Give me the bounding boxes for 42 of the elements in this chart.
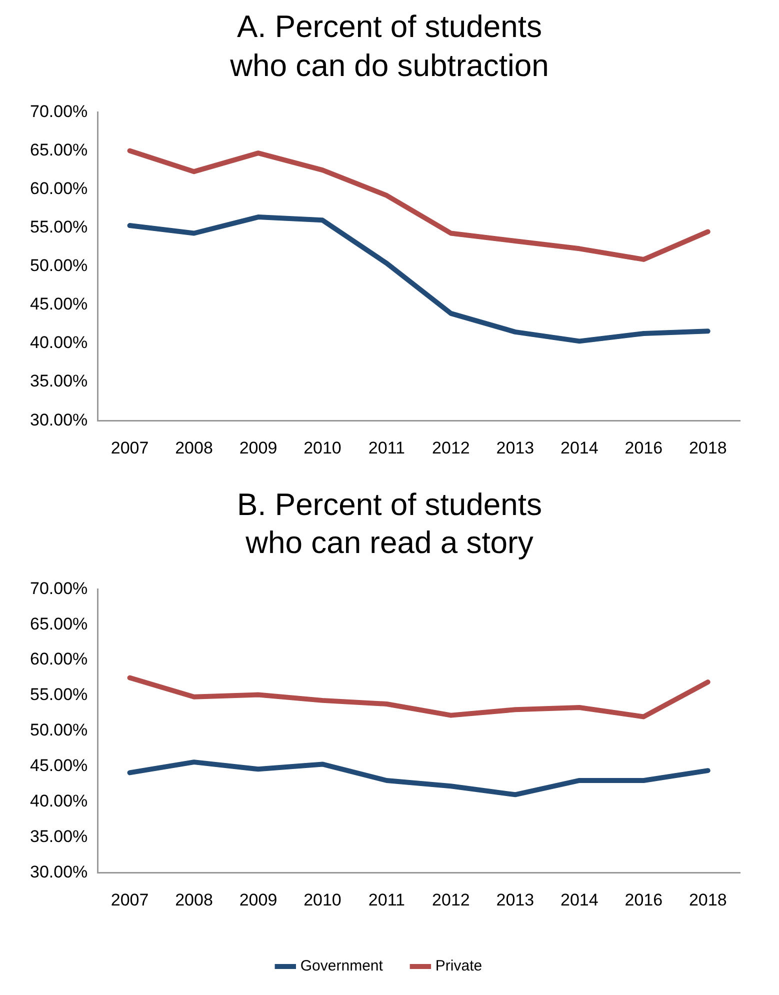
chart-title: A. Percent of students who can do subtraction	[229, 8, 550, 85]
y-tick-label: 65.00%	[29, 614, 88, 634]
y-tick-label: 70.00%	[29, 101, 88, 120]
y-tick-label: 60.00%	[29, 650, 88, 669]
y-tick-label: 35.00%	[29, 371, 88, 390]
x-tick-label: 2008	[174, 890, 212, 910]
y-tick-label: 40.00%	[29, 332, 88, 352]
y-tick-label: 50.00%	[29, 720, 88, 740]
x-tick-label: 2013	[496, 438, 534, 457]
y-tick-label: 55.00%	[29, 217, 88, 236]
y-tick-label: 30.00%	[29, 410, 88, 429]
x-tick-label: 2009	[238, 438, 277, 457]
legend-label: Government	[300, 958, 384, 975]
y-tick-label: 60.00%	[29, 178, 88, 198]
y-tick-label: 65.00%	[29, 140, 88, 159]
x-tick-label: 2014	[560, 438, 598, 457]
x-tick-label: 2016	[624, 438, 662, 457]
x-tick-label: 2014	[560, 890, 598, 910]
x-tick-label: 2012	[432, 438, 470, 457]
x-tick-label: 2010	[303, 438, 341, 457]
x-tick-label: 2007	[110, 890, 148, 910]
y-tick-label: 70.00%	[29, 578, 88, 598]
x-tick-label: 2013	[496, 890, 534, 910]
y-tick-label: 40.00%	[29, 791, 88, 810]
x-tick-label: 2008	[174, 438, 212, 457]
y-tick-label: 35.00%	[29, 826, 88, 846]
x-tick-label: 2011	[368, 890, 404, 910]
y-tick-label: 30.00%	[29, 862, 88, 882]
x-tick-label: 2007	[110, 438, 148, 457]
x-tick-label: 2016	[624, 890, 662, 910]
y-tick-label: 55.00%	[29, 685, 88, 704]
x-tick-label: 2010	[303, 890, 341, 910]
legend-label: Private	[434, 958, 482, 975]
x-tick-label: 2018	[688, 890, 726, 910]
chart-title: B. Percent of students who can read a story	[236, 486, 543, 562]
y-tick-label: 45.00%	[29, 756, 88, 776]
y-tick-label: 45.00%	[29, 294, 88, 314]
y-tick-label: 50.00%	[29, 256, 88, 275]
x-tick-label: 2018	[688, 438, 726, 457]
x-tick-label: 2009	[238, 890, 277, 910]
x-tick-label: 2011	[368, 438, 404, 457]
x-tick-label: 2012	[432, 890, 470, 910]
